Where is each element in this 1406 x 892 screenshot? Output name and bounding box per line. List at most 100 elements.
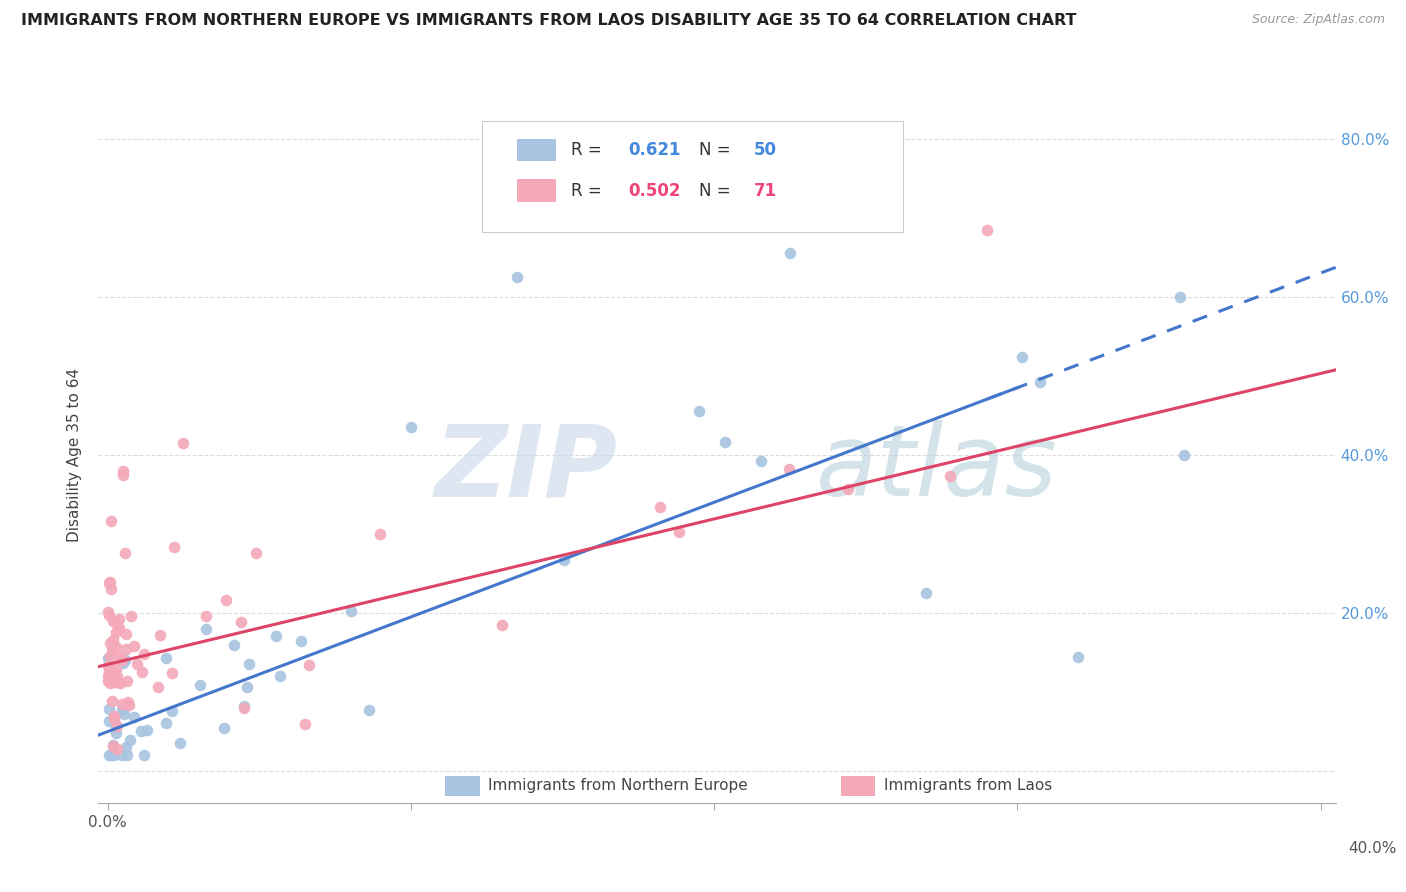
Text: N =: N = — [699, 141, 735, 159]
Point — [103, 709, 125, 723]
Point — [100, 515, 122, 529]
Point — [101, 694, 124, 708]
Text: 50: 50 — [754, 141, 778, 159]
Point — [290, 633, 312, 648]
Point — [232, 700, 254, 714]
Point — [118, 732, 141, 747]
Point — [122, 639, 145, 653]
Point — [98, 665, 121, 679]
Point — [915, 586, 938, 600]
FancyBboxPatch shape — [841, 776, 876, 796]
Point — [104, 725, 127, 739]
Point — [98, 649, 121, 664]
Point — [215, 592, 238, 607]
Point — [98, 676, 121, 690]
Point — [111, 748, 134, 763]
Point — [506, 270, 529, 285]
Text: R =: R = — [571, 182, 607, 200]
Point — [238, 657, 260, 671]
Point — [114, 546, 136, 560]
Point — [127, 657, 149, 672]
Point — [188, 678, 211, 692]
Point — [399, 420, 422, 434]
Point — [136, 723, 159, 738]
Point — [146, 680, 169, 694]
Point — [115, 626, 138, 640]
Point — [110, 703, 132, 717]
Point — [98, 576, 121, 591]
Point — [340, 604, 363, 618]
Point — [101, 739, 124, 753]
Point — [103, 712, 125, 726]
Point — [103, 748, 125, 763]
Point — [111, 657, 134, 671]
Point — [149, 628, 172, 642]
Point — [229, 615, 252, 629]
Text: 0.621: 0.621 — [628, 141, 681, 159]
Point — [195, 608, 218, 623]
Point — [104, 624, 127, 639]
Point — [100, 582, 122, 596]
Point — [98, 635, 121, 649]
Point — [97, 605, 120, 619]
Text: 40.0%: 40.0% — [1348, 841, 1396, 856]
Point — [100, 748, 122, 763]
Point — [357, 703, 380, 717]
Point — [1170, 290, 1192, 304]
Text: Immigrants from Northern Europe: Immigrants from Northern Europe — [488, 778, 748, 793]
Point — [105, 719, 128, 733]
Point — [264, 629, 287, 643]
Point — [105, 662, 128, 676]
Point — [117, 695, 139, 709]
Point — [124, 710, 146, 724]
Point — [112, 707, 135, 722]
Point — [169, 736, 191, 750]
Point — [938, 469, 960, 483]
Point — [115, 748, 138, 763]
Point — [97, 650, 120, 665]
Point — [298, 658, 321, 673]
Point — [129, 724, 152, 739]
Point — [714, 434, 737, 449]
Point — [111, 464, 134, 478]
Point — [117, 674, 139, 689]
Point — [751, 453, 773, 467]
Point — [111, 467, 134, 482]
Point — [98, 714, 121, 728]
FancyBboxPatch shape — [516, 139, 557, 161]
Point — [118, 698, 141, 712]
Point — [1011, 350, 1033, 364]
Point — [688, 404, 710, 418]
Text: IMMIGRANTS FROM NORTHERN EUROPE VS IMMIGRANTS FROM LAOS DISABILITY AGE 35 TO 64 : IMMIGRANTS FROM NORTHERN EUROPE VS IMMIG… — [21, 13, 1077, 29]
Point — [100, 641, 122, 656]
Point — [103, 739, 125, 753]
Point — [97, 673, 120, 688]
Point — [108, 612, 131, 626]
Point — [294, 717, 316, 731]
Point — [172, 436, 194, 450]
Point — [110, 653, 132, 667]
Text: 0.502: 0.502 — [628, 182, 681, 200]
Point — [104, 717, 127, 731]
Point — [194, 622, 217, 636]
Text: N =: N = — [699, 182, 735, 200]
FancyBboxPatch shape — [516, 179, 557, 202]
Text: atlas: atlas — [815, 420, 1057, 517]
Point — [110, 697, 132, 711]
Point — [222, 638, 245, 652]
Point — [98, 575, 121, 590]
Point — [155, 715, 177, 730]
Text: Source: ZipAtlas.com: Source: ZipAtlas.com — [1251, 13, 1385, 27]
Point — [110, 650, 132, 665]
Point — [779, 246, 801, 260]
Point — [132, 647, 155, 661]
Point — [103, 668, 125, 682]
Point — [162, 705, 184, 719]
Point — [648, 500, 671, 515]
Point — [105, 673, 128, 688]
Point — [1173, 448, 1195, 462]
Point — [163, 540, 186, 554]
Point — [98, 702, 121, 716]
Point — [269, 669, 291, 683]
Text: 71: 71 — [754, 182, 778, 200]
